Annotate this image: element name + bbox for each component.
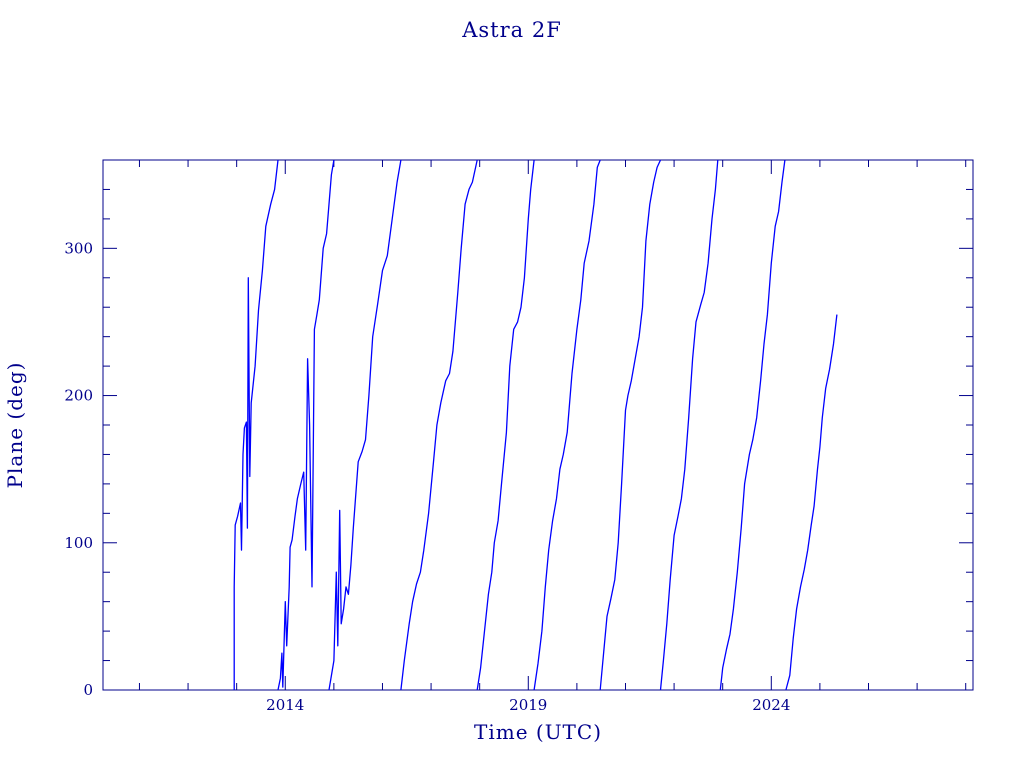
axis-tick-labels: 0 100 200 300 2014 2019 2024 <box>64 239 790 714</box>
series-segment-4 <box>400 159 478 691</box>
series-segment-9 <box>719 159 786 691</box>
data-series-group <box>233 159 838 691</box>
x-tick-label: 2024 <box>752 696 790 714</box>
chart-title: Astra 2F <box>461 18 562 42</box>
series-segment-7 <box>599 159 662 691</box>
series-segment-8 <box>659 159 719 691</box>
series-segment-10 <box>785 314 838 691</box>
series-segment-3 <box>328 159 402 691</box>
x-tick-label: 2014 <box>266 696 304 714</box>
y-tick-label: 0 <box>83 681 93 699</box>
axis-ticks <box>103 159 973 691</box>
y-tick-label: 100 <box>64 534 93 552</box>
plot-frame <box>102 159 974 691</box>
x-tick-label: 2019 <box>509 696 547 714</box>
y-tick-label: 300 <box>64 239 93 257</box>
series-segment-5 <box>476 159 535 691</box>
y-tick-label: 200 <box>64 387 93 405</box>
series-segment-6 <box>533 159 601 691</box>
series-segment-1 <box>233 159 279 690</box>
y-axis-label: Plane (deg) <box>3 362 27 489</box>
series-segment-2 <box>277 159 335 691</box>
x-axis-label: Time (UTC) <box>474 720 602 744</box>
